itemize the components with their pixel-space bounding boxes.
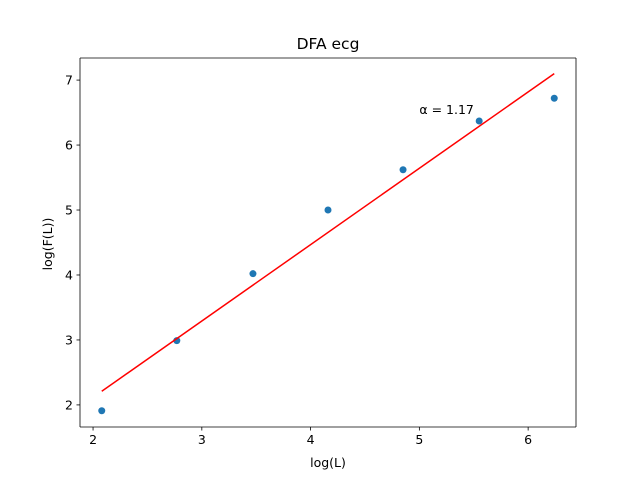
y-tick-label-5: 5 [65,203,73,218]
y-tick-label-2: 2 [65,397,73,412]
x-tick-label-3: 3 [198,432,206,447]
data-point-4 [324,206,332,214]
fit-line [101,72,555,392]
x-axis-label: log(L) [310,455,346,470]
x-tick-label-6: 6 [524,432,532,447]
plot-area: 2 3 4 5 6 2 3 4 5 6 7 α = 1.17 [65,57,577,447]
data-point-6 [475,117,483,125]
y-tick-label-4: 4 [65,267,73,282]
data-point-3 [249,270,257,278]
chart-title: DFA ecg [297,35,360,53]
y-axis-label: log(F(L)) [40,218,55,271]
x-tick-label-2: 2 [89,432,97,447]
data-point-2 [173,337,181,345]
y-tick-label-3: 3 [65,332,73,347]
x-tick-label-5: 5 [415,432,423,447]
annotation-alpha: α = 1.17 [419,102,474,117]
y-tick-label-7: 7 [65,73,73,88]
x-tick-label-4: 4 [307,432,315,447]
data-point-1 [98,407,106,415]
y-tick-label-6: 6 [65,138,73,153]
data-point-7 [550,94,558,102]
data-point-5 [399,166,407,174]
